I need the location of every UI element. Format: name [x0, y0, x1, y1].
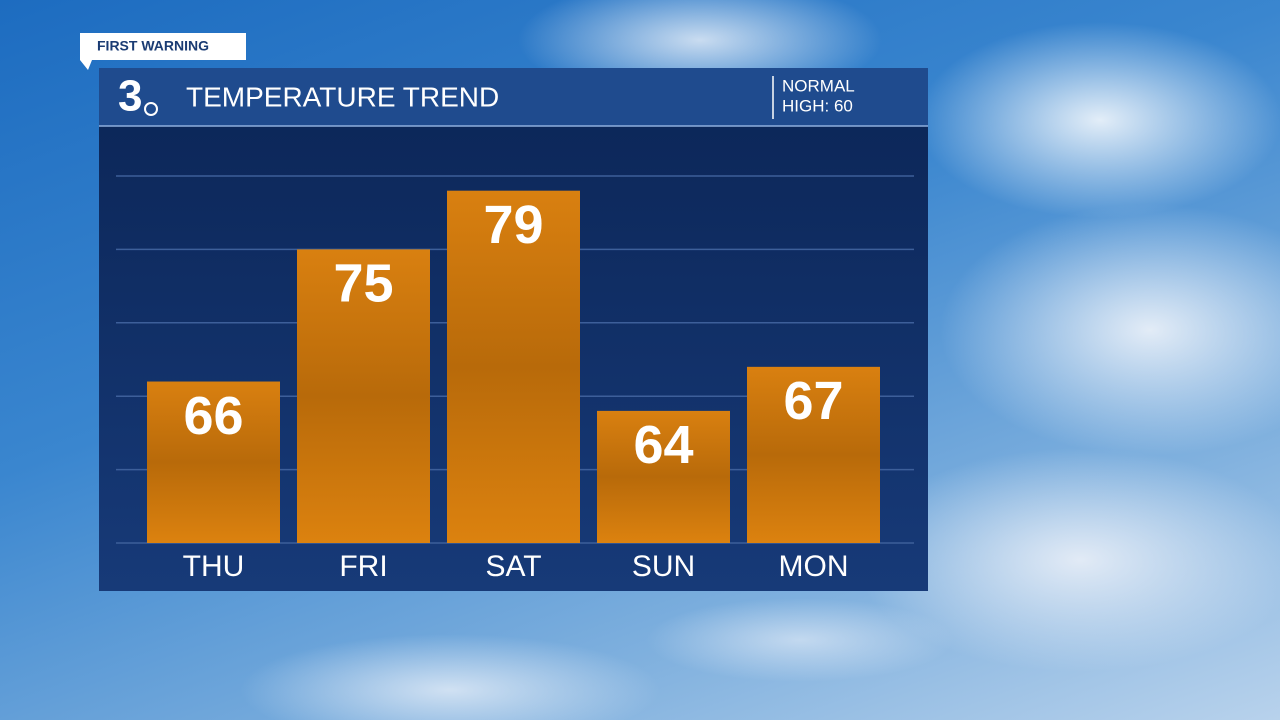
- bar: [297, 249, 430, 543]
- x-tick-label: SUN: [632, 550, 695, 583]
- normal-label: NORMAL: [782, 76, 855, 95]
- x-tick-label: SAT: [485, 550, 541, 583]
- data-label: 66: [183, 386, 243, 446]
- bar: [747, 366, 880, 543]
- logo: 3: [118, 72, 142, 121]
- x-tick-label: FRI: [339, 550, 387, 583]
- x-tick-label: THU: [183, 550, 245, 583]
- data-label: 64: [633, 415, 693, 475]
- badge-box: [80, 33, 246, 70]
- header-bar: [99, 68, 928, 126]
- bar: [147, 381, 280, 543]
- bar: [447, 190, 580, 543]
- normal-value: HIGH: 60: [782, 96, 853, 115]
- data-label: 79: [483, 195, 543, 255]
- badge: FIRST WARNING: [97, 38, 209, 54]
- chart-title: TEMPERATURE TREND: [186, 81, 499, 112]
- data-label: 75: [333, 254, 393, 314]
- x-tick-label: MON: [779, 550, 849, 583]
- data-label: 67: [783, 371, 843, 431]
- bar: [597, 410, 730, 543]
- logo-eye: [144, 102, 158, 116]
